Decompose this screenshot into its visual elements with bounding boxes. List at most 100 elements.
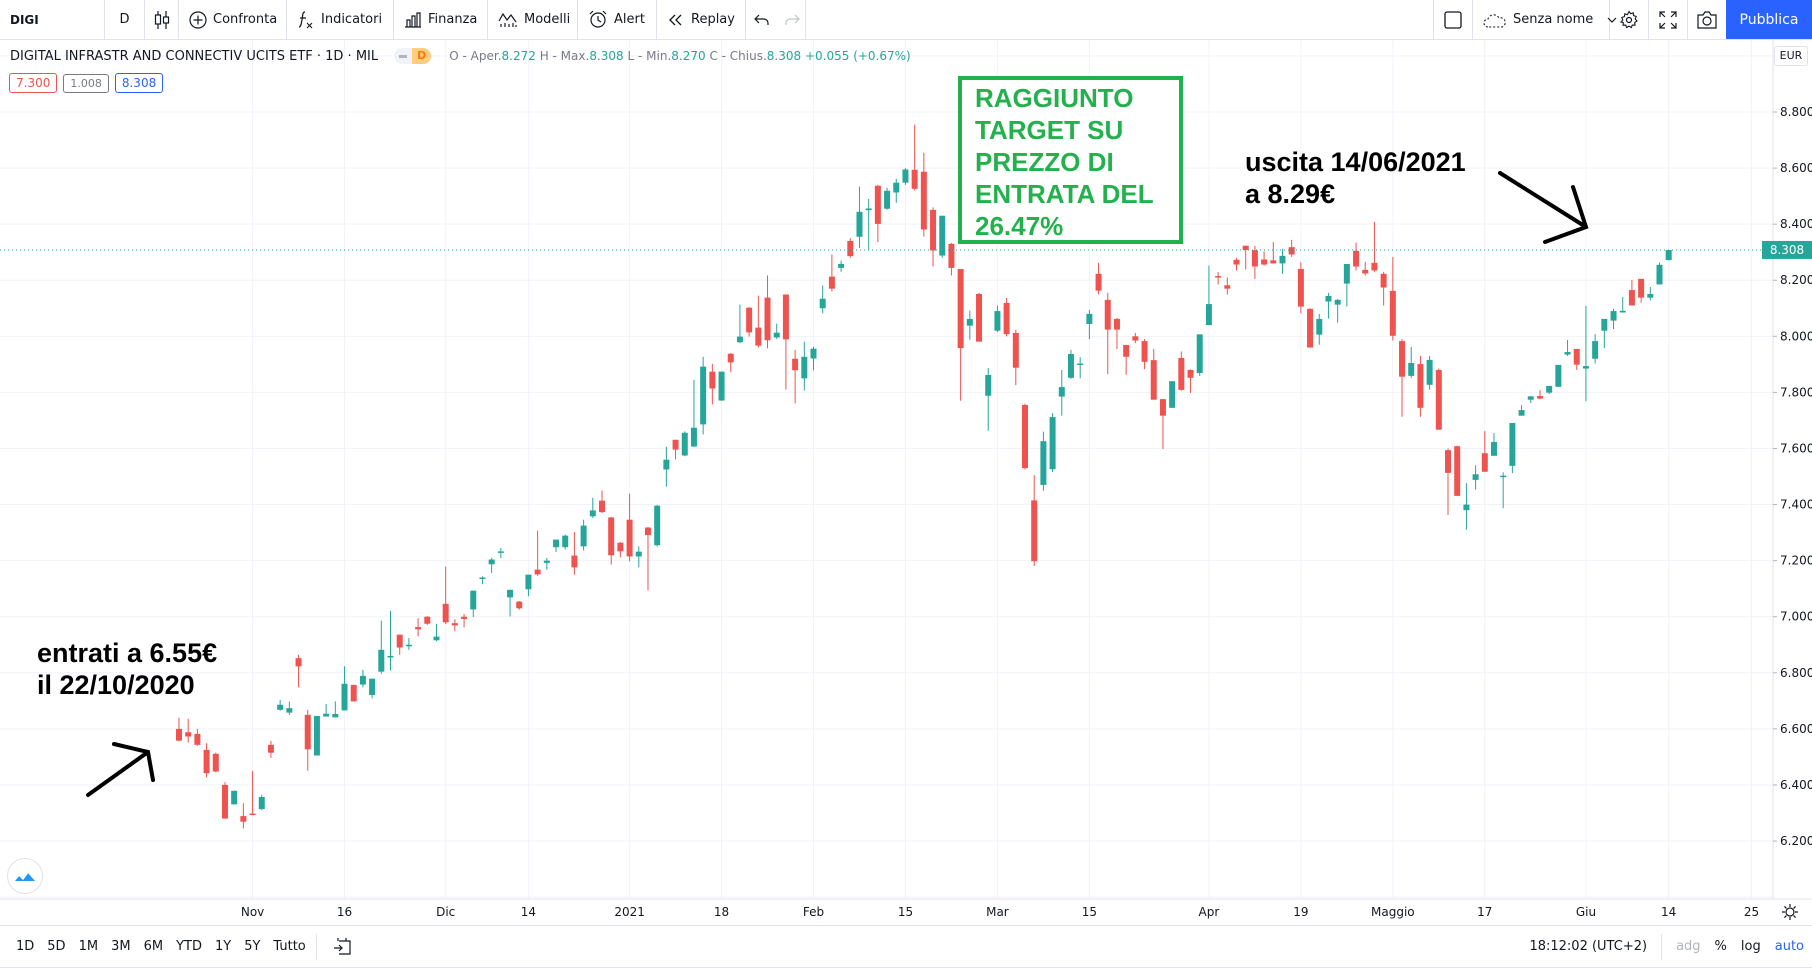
symbol-search-button[interactable]: DIGI bbox=[0, 0, 105, 39]
range-ytd[interactable]: YTD bbox=[176, 939, 202, 954]
candle bbox=[1215, 272, 1222, 285]
replay-label: Replay bbox=[691, 12, 735, 27]
snapshot-button[interactable] bbox=[1688, 0, 1726, 39]
candle-body bbox=[516, 601, 523, 609]
buy-price-button[interactable]: 8.308 bbox=[114, 73, 164, 93]
candle bbox=[185, 718, 192, 743]
clock[interactable]: 18:12:02 (UTC+2) bbox=[1529, 939, 1648, 954]
candle bbox=[644, 526, 651, 591]
candle-body bbox=[1601, 318, 1608, 331]
settings-button[interactable] bbox=[1610, 0, 1649, 39]
symbol-label: DIGI bbox=[10, 12, 39, 27]
candle-body bbox=[1490, 442, 1497, 456]
interval-label: D bbox=[119, 12, 130, 27]
redo-button[interactable] bbox=[778, 0, 806, 39]
chart-grid bbox=[0, 39, 1773, 899]
exit-note-line: a 8.29€ bbox=[1245, 179, 1336, 209]
undo-button[interactable] bbox=[746, 0, 778, 39]
candle bbox=[902, 168, 909, 185]
auto-scale-toggle[interactable]: auto bbox=[1774, 939, 1804, 954]
candle bbox=[571, 532, 578, 575]
layout-name-button[interactable]: Senza nome bbox=[1473, 0, 1617, 39]
candle-body bbox=[948, 243, 955, 268]
range-5y[interactable]: 5Y bbox=[244, 939, 261, 954]
candle bbox=[700, 356, 707, 435]
log-toggle[interactable]: log bbox=[1740, 939, 1761, 954]
candle bbox=[1012, 329, 1019, 386]
candle bbox=[470, 590, 477, 618]
candle bbox=[654, 504, 661, 547]
candle-body bbox=[893, 182, 900, 193]
candle bbox=[369, 678, 376, 699]
templates-button[interactable]: Modelli bbox=[488, 0, 578, 39]
time-tick-label: 15 bbox=[898, 905, 913, 919]
candle bbox=[1445, 448, 1452, 515]
layout-button[interactable] bbox=[1433, 0, 1473, 39]
candle bbox=[948, 242, 955, 276]
candle bbox=[1022, 403, 1029, 470]
candle-body bbox=[1592, 341, 1599, 359]
candle-body bbox=[626, 519, 633, 557]
range-6m[interactable]: 6M bbox=[143, 939, 164, 954]
chart-legend: DIGITAL INFRASTR AND CONNECTIV UCITS ETF… bbox=[10, 48, 911, 64]
candle-body bbox=[847, 240, 854, 257]
range-1m[interactable]: 1M bbox=[78, 939, 99, 954]
financials-button[interactable]: Finanza bbox=[394, 0, 488, 39]
percent-toggle[interactable]: % bbox=[1714, 939, 1727, 954]
indicators-button[interactable]: Indicatori bbox=[287, 0, 394, 39]
range-all[interactable]: Tutto bbox=[273, 939, 306, 954]
data-status-pill[interactable]: D bbox=[394, 48, 432, 64]
range-1y[interactable]: 1Y bbox=[214, 939, 232, 954]
last-price-label: 8.308 bbox=[1762, 240, 1812, 259]
time-axis: Nov 16 Dic 14 2021 18 Feb 15 Mar 15 Apr 19 Maggio 17 G… bbox=[241, 905, 1759, 919]
candle-body bbox=[203, 749, 210, 774]
candle-body bbox=[415, 627, 422, 630]
candle bbox=[1601, 318, 1608, 349]
price-tick-label: 7.600 bbox=[1780, 441, 1812, 455]
chart-type-button[interactable] bbox=[145, 0, 179, 39]
candle bbox=[212, 752, 219, 773]
candle bbox=[1159, 399, 1166, 450]
candle bbox=[1325, 292, 1332, 319]
candle bbox=[424, 616, 431, 625]
candle-body bbox=[718, 371, 725, 401]
currency-button[interactable]: EUR bbox=[1774, 46, 1808, 66]
time-tick-label: 16 bbox=[337, 905, 352, 919]
candle bbox=[681, 431, 688, 457]
range-3m[interactable]: 3M bbox=[111, 939, 131, 954]
candle bbox=[746, 307, 753, 337]
candle-body bbox=[755, 327, 762, 346]
candle bbox=[277, 699, 284, 711]
range-1d[interactable]: 1D bbox=[16, 939, 35, 954]
candle bbox=[1077, 357, 1084, 379]
interval-button[interactable]: D bbox=[105, 0, 145, 39]
range-5d[interactable]: 5D bbox=[47, 939, 66, 954]
candle-body bbox=[580, 525, 587, 547]
candle bbox=[405, 638, 412, 650]
layout-name-label: Senza nome bbox=[1513, 12, 1594, 27]
delayed-badge: D bbox=[412, 48, 432, 64]
replay-button[interactable]: Replay bbox=[657, 0, 746, 39]
candle bbox=[1573, 348, 1580, 370]
adjust-toggle[interactable]: adg bbox=[1676, 939, 1701, 954]
tradingview-logo[interactable] bbox=[7, 858, 43, 894]
sell-price-button[interactable]: 7.300 bbox=[9, 73, 58, 93]
low-label: L - Min. bbox=[627, 49, 672, 63]
entry-note-line: entrati a 6.55€ bbox=[37, 638, 218, 668]
candle bbox=[1003, 297, 1010, 337]
candle-body bbox=[994, 311, 1001, 331]
publish-button[interactable]: Pubblica bbox=[1726, 0, 1812, 39]
high-label: H - Max. bbox=[539, 49, 590, 63]
compare-button[interactable]: Confronta bbox=[179, 0, 287, 39]
go-to-date-button[interactable] bbox=[333, 937, 351, 959]
candle bbox=[782, 294, 789, 390]
candle-body bbox=[957, 269, 964, 349]
candle-body bbox=[1169, 381, 1176, 408]
candle-body bbox=[589, 510, 596, 517]
fullscreen-button[interactable] bbox=[1649, 0, 1688, 39]
alert-button[interactable]: Alert bbox=[578, 0, 657, 39]
instrument-title[interactable]: DIGITAL INFRASTR AND CONNECTIV UCITS ETF… bbox=[10, 48, 379, 64]
chevron-down-icon bbox=[1607, 17, 1617, 23]
candle-body bbox=[442, 603, 449, 623]
